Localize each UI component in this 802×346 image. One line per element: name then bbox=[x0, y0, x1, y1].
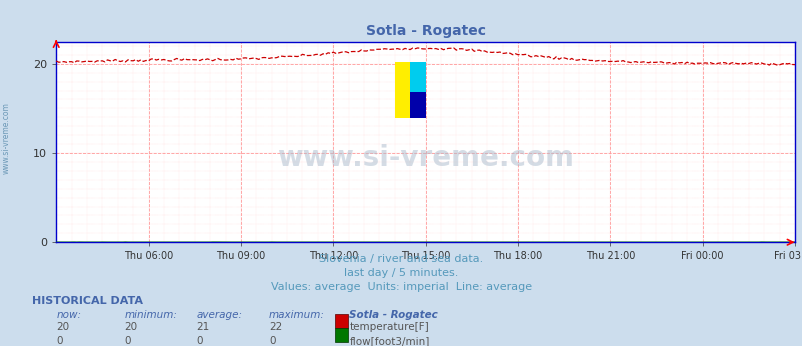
Text: Slovenia / river and sea data.: Slovenia / river and sea data. bbox=[319, 254, 483, 264]
Text: 0: 0 bbox=[196, 336, 203, 346]
Text: 20: 20 bbox=[124, 322, 137, 333]
Text: HISTORICAL DATA: HISTORICAL DATA bbox=[32, 296, 143, 306]
Text: Values: average  Units: imperial  Line: average: Values: average Units: imperial Line: av… bbox=[270, 282, 532, 292]
Text: now:: now: bbox=[56, 310, 81, 320]
Bar bbox=[410, 92, 425, 118]
Text: temperature[F]: temperature[F] bbox=[349, 322, 428, 333]
Text: www.si-vreme.com: www.si-vreme.com bbox=[277, 144, 573, 172]
Text: maximum:: maximum: bbox=[269, 310, 325, 320]
Text: 0: 0 bbox=[56, 336, 63, 346]
Bar bbox=[394, 62, 410, 118]
Text: 22: 22 bbox=[269, 322, 282, 333]
Text: last day / 5 minutes.: last day / 5 minutes. bbox=[344, 268, 458, 278]
Text: 20: 20 bbox=[56, 322, 69, 333]
Bar bbox=[410, 62, 425, 92]
Text: 0: 0 bbox=[124, 336, 131, 346]
Text: 21: 21 bbox=[196, 322, 210, 333]
Title: Sotla - Rogatec: Sotla - Rogatec bbox=[365, 24, 485, 38]
Text: www.si-vreme.com: www.si-vreme.com bbox=[2, 102, 11, 174]
Text: 0: 0 bbox=[269, 336, 275, 346]
Text: average:: average: bbox=[196, 310, 242, 320]
Text: flow[foot3/min]: flow[foot3/min] bbox=[349, 336, 429, 346]
Text: minimum:: minimum: bbox=[124, 310, 177, 320]
Text: Sotla - Rogatec: Sotla - Rogatec bbox=[349, 310, 438, 320]
